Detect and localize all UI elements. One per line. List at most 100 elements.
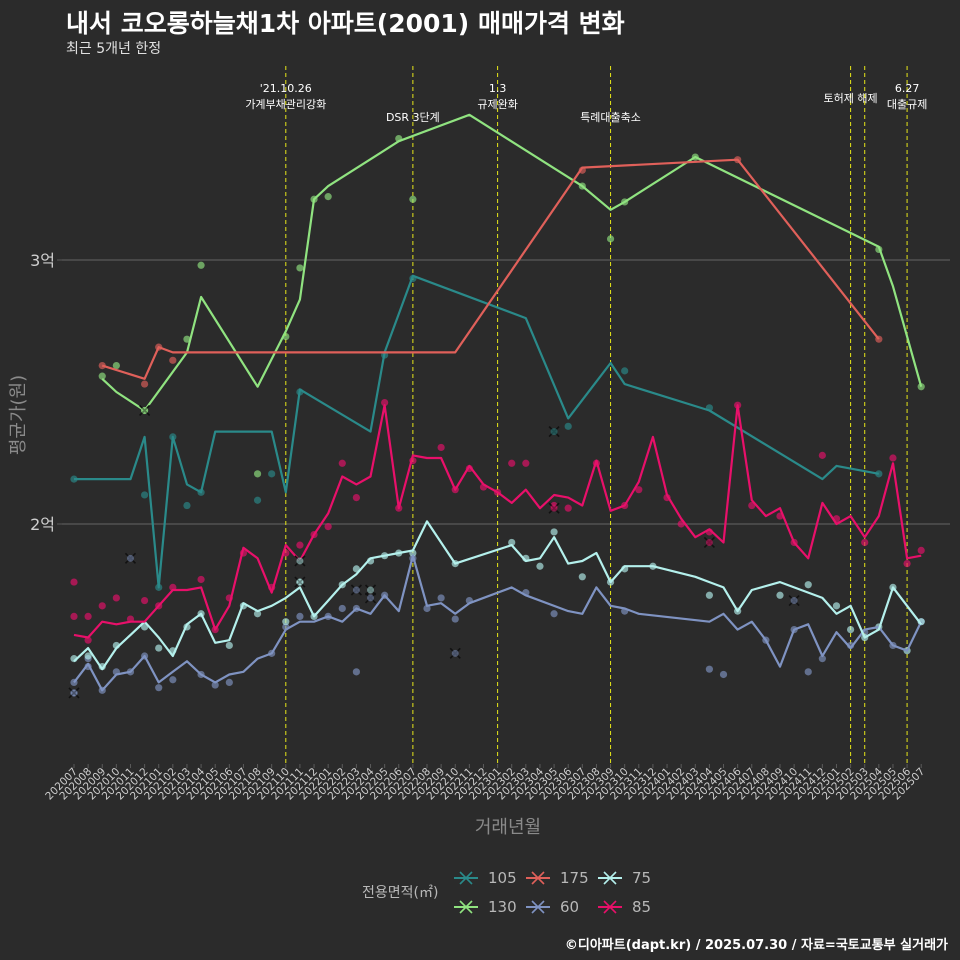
- cross-marker-60: [350, 584, 362, 596]
- scatter-point-105: [268, 470, 276, 478]
- cross-dot: [367, 594, 375, 602]
- event-label: 6.27: [895, 82, 920, 95]
- scatter-point-60: [225, 678, 233, 687]
- cross-dot: [367, 586, 375, 594]
- event-label: DSR 3단계: [386, 111, 440, 124]
- scatter-point-105: [183, 501, 191, 510]
- cross-dot: [296, 578, 304, 586]
- legend-label: 105: [488, 869, 517, 887]
- scatter-point-60: [169, 676, 177, 684]
- event-label: 토허제 해제: [824, 91, 878, 105]
- scatter-point-60: [550, 610, 558, 618]
- series-line-60: [73, 554, 923, 692]
- scatter-point-85: [296, 541, 304, 549]
- scatter-point-75: [536, 562, 544, 570]
- legend-key-130: [454, 900, 478, 914]
- scatter-point-130: [296, 264, 304, 272]
- legend-key-cross: [531, 900, 545, 914]
- legend-item-130: 130: [452, 895, 524, 919]
- legend-item-105: 105: [452, 866, 524, 890]
- cross-dot: [296, 557, 304, 565]
- cross-marker-60: [449, 647, 461, 659]
- cross-dot: [141, 406, 149, 414]
- scatter-point-85: [84, 636, 92, 644]
- scatter-point-105: [875, 470, 883, 478]
- scatter-point-60: [451, 615, 459, 623]
- scatter-point-130: [98, 372, 106, 380]
- legend-key-cross: [531, 871, 545, 885]
- scatter-point-175: [141, 380, 149, 388]
- scatter-point-75: [847, 626, 855, 634]
- scatter-point-75: [155, 644, 163, 652]
- cross-marker-85: [548, 502, 560, 514]
- scatter-point-130: [112, 362, 120, 370]
- legend-key-cross: [603, 900, 617, 914]
- scatter-point-85: [889, 454, 897, 462]
- scatter-point-85: [861, 538, 869, 547]
- scatter-point-60: [719, 670, 728, 679]
- scatter-point-60: [296, 612, 304, 621]
- scatter-point-130: [324, 193, 332, 201]
- cross-dot: [790, 597, 798, 605]
- scatter-point-60: [804, 668, 812, 676]
- scatter-point-85: [917, 546, 925, 555]
- scatter-point-105: [564, 422, 572, 430]
- cross-marker-105: [548, 426, 560, 438]
- legend-key-60: [526, 900, 550, 914]
- scatter-point-75: [550, 528, 558, 536]
- scatter-point-75: [282, 618, 290, 626]
- scatter-point-85: [84, 612, 92, 621]
- legend-item-85: 85: [596, 895, 668, 919]
- scatter-point-60: [338, 604, 346, 613]
- event-label: 특례대출축소: [580, 111, 641, 124]
- scatter-point-130: [253, 470, 262, 478]
- scatter-point-105: [253, 496, 262, 504]
- legend: 105 175 75 130 60 85: [452, 866, 672, 922]
- cross-marker-75: [364, 584, 377, 596]
- cross-marker-60: [364, 592, 377, 604]
- x-axis-label: 거래년월: [475, 817, 541, 838]
- cross-dot: [126, 554, 134, 562]
- cross-marker-60: [124, 552, 137, 564]
- scatter-point-130: [409, 195, 417, 203]
- scatter-point-85: [352, 494, 360, 502]
- legend-key-cross: [603, 871, 617, 885]
- scatter-point-75: [578, 573, 586, 581]
- legend-label: 60: [560, 898, 580, 916]
- scatter-point-130: [197, 261, 205, 269]
- legend-item-75: 75: [596, 866, 668, 890]
- scatter-point-130: [917, 383, 925, 391]
- scatter-point-60: [155, 684, 163, 692]
- legend-item-175: 175: [524, 866, 596, 890]
- scatter-point-60: [705, 665, 714, 673]
- cross-dot: [550, 428, 558, 436]
- legend-key-175: [526, 871, 550, 885]
- axes: 평균가(원) 거래년월 2억3억202007202008202009202010…: [8, 251, 927, 838]
- legend-key-cross: [459, 900, 473, 914]
- chart-title: 내서 코오롱하늘채1차 아파트(2001) 매매가격 변화: [66, 9, 625, 38]
- scatter-point-85: [70, 578, 78, 586]
- scatter-point-85: [112, 594, 120, 602]
- scatter-point-60: [352, 668, 360, 676]
- cross-dot: [352, 586, 360, 594]
- legend-key-85: [598, 900, 622, 914]
- event-label: 1.3: [489, 82, 507, 95]
- source-caption: ©디아파트(dapt.kr) / 2025.07.30 / 자료=국토교통부 실…: [564, 938, 948, 953]
- cross-dot: [451, 649, 459, 657]
- cross-dot: [70, 689, 78, 697]
- scatter-point-75: [84, 652, 92, 660]
- scatter-point-75: [225, 641, 233, 650]
- legend-item-60: 60: [524, 895, 596, 919]
- scatter-point-75: [776, 591, 784, 599]
- scatter-point-85: [381, 398, 389, 407]
- grid-layer: [62, 259, 950, 525]
- cross-marker-60: [68, 687, 80, 699]
- legend-label: 175: [560, 869, 589, 887]
- cross-marker-75: [294, 555, 306, 567]
- legend-title: 전용면적(㎡): [362, 885, 439, 901]
- series-line-75: [73, 520, 923, 671]
- scatter-point-130: [606, 235, 615, 243]
- y-tick-label: 2억: [30, 515, 55, 534]
- scatter-point-75: [508, 538, 516, 547]
- scatter-point-85: [903, 560, 911, 568]
